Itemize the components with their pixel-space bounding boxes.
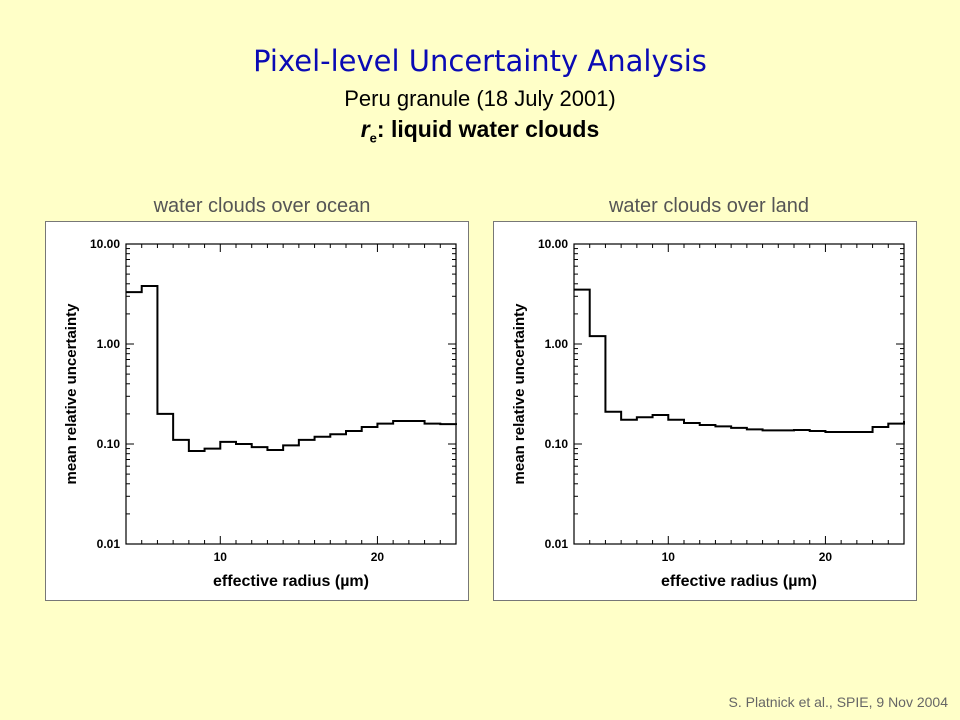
credit-text: S. Platnick et al., SPIE, 9 Nov 2004 <box>728 694 948 710</box>
x-tick-label: 20 <box>371 550 385 564</box>
chart-title-land: water clouds over land <box>608 195 810 217</box>
y-axis-label: mean relative uncertainty <box>63 303 80 485</box>
variable-symbol: r <box>360 116 370 142</box>
page-title: Pixel-level Uncertainty Analysis <box>253 44 707 78</box>
y-tick-label: 0.01 <box>97 537 121 551</box>
variable-description: : liquid water clouds <box>376 116 600 142</box>
histogram-step-line <box>574 288 905 433</box>
chart-panel-ocean: 0.01 0.10 1.00 10.00 10 20 effective radius (µ… <box>45 221 469 601</box>
x-axis-label: effective radius (µm) <box>213 573 369 590</box>
y-tick-label: 10.00 <box>538 237 568 251</box>
chart-title-ocean: water clouds over ocean <box>153 195 371 217</box>
x-axis-label: effective radius (µm) <box>661 573 817 590</box>
histogram-step-line <box>126 285 457 453</box>
y-tick-label: 10.00 <box>90 237 120 251</box>
chart-panel-land: 0.01 0.10 1.00 10.00 10 20 effective radius (µ… <box>493 221 917 601</box>
plot-frame <box>125 243 457 545</box>
page-subtitle-variable: re: liquid water clouds <box>0 116 960 146</box>
y-axis-label: mean relative uncertainty <box>511 303 528 485</box>
variable-subscript: e <box>369 130 377 146</box>
y-tick-label: 0.10 <box>545 437 569 451</box>
x-tick-label: 10 <box>662 550 676 564</box>
y-tick-label: 1.00 <box>545 337 569 351</box>
y-tick-label: 1.00 <box>97 337 121 351</box>
page-subtitle: Peru granule (18 July 2001) <box>344 86 616 111</box>
plot-frame <box>573 243 905 545</box>
y-tick-label: 0.01 <box>545 537 569 551</box>
y-tick-label: 0.10 <box>97 437 121 451</box>
x-tick-label: 10 <box>214 550 228 564</box>
x-tick-label: 20 <box>819 550 833 564</box>
